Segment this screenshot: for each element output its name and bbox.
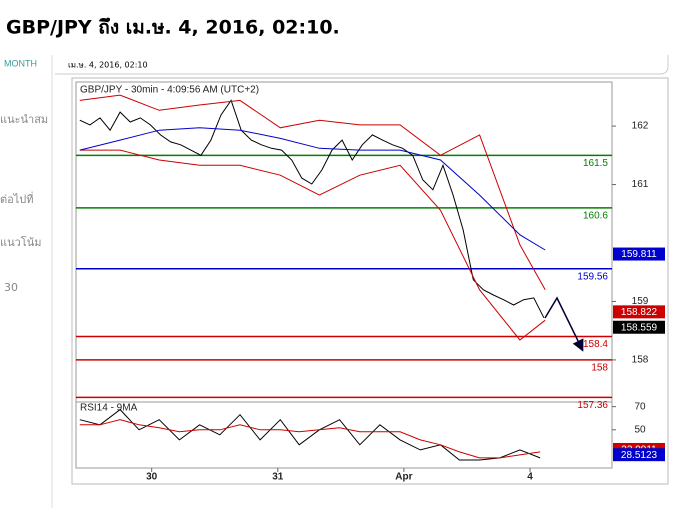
y-tick-label: 161 <box>632 179 649 190</box>
level-label: 158.4 <box>583 339 608 350</box>
price-tag <box>613 320 665 334</box>
price-tag-label: 159.811 <box>621 249 657 260</box>
x-tick-label: 31 <box>272 472 284 483</box>
level-label: 161.5 <box>583 158 608 169</box>
series-line <box>79 419 541 459</box>
series-line <box>79 99 545 319</box>
series-line <box>79 408 541 461</box>
price-tag <box>613 448 665 462</box>
price-tag-label: 28.5123 <box>621 450 658 461</box>
y-tick-label: 162 <box>632 121 649 132</box>
price-tag <box>613 247 665 261</box>
series-line <box>79 149 546 341</box>
price-tag <box>613 305 665 319</box>
chart-title: RSI14 - 9MA <box>80 403 138 414</box>
forecast-arrow <box>544 296 584 352</box>
series-line <box>79 127 546 251</box>
price-tag-label: 158.822 <box>621 307 658 318</box>
chart-frame <box>71 77 669 485</box>
header-border <box>55 55 669 75</box>
y-tick-label: 158 <box>632 355 649 366</box>
date-label: เม.ษ. 4, 2016, 02:10 <box>68 61 148 70</box>
sidebar-text: ต่อไปที่ <box>0 191 34 206</box>
x-tick-label: Apr <box>395 472 412 483</box>
x-tick-label: 4 <box>527 472 533 483</box>
x-tick-label: 30 <box>146 472 158 483</box>
y-tick-label: 70 <box>634 401 646 412</box>
page-title: GBP/JPY ถึง เม.ษ. 4, 2016, 02:10. <box>6 17 340 39</box>
level-label: 158 <box>591 363 608 374</box>
price-tag-label: 158.559 <box>621 322 658 333</box>
sidebar-text: 30 <box>4 281 18 294</box>
level-label: 159.56 <box>577 271 608 282</box>
rsi-panel <box>75 401 613 469</box>
series-line <box>79 94 546 291</box>
tab[interactable]: MONTH <box>4 58 37 68</box>
sidebar-text: แนวโน้ม <box>0 235 41 249</box>
level-label: 157.36 <box>577 400 608 411</box>
chart-title: GBP/JPY - 30min - 4:09:56 AM (UTC+2) <box>80 85 259 96</box>
sidebar-text: แนะนำสม <box>0 113 48 126</box>
y-tick-label: 159 <box>632 296 649 307</box>
level-label: 160.6 <box>583 211 608 222</box>
y-tick-label: 50 <box>634 424 646 435</box>
